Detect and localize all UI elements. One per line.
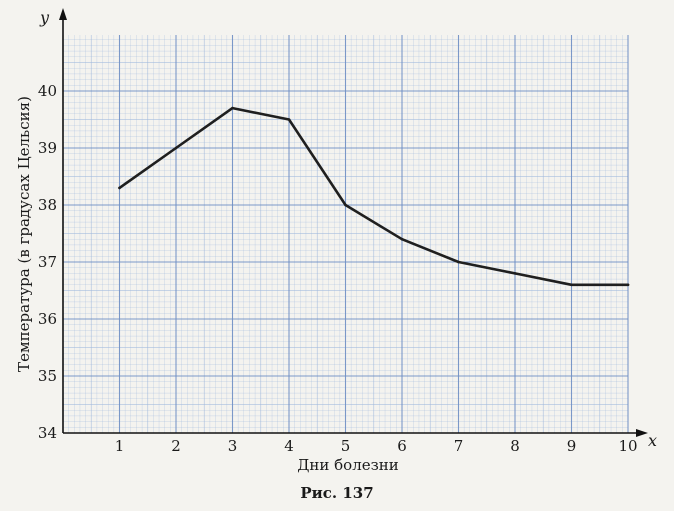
y-tick-label: 36 — [38, 310, 57, 328]
x-tick-label: 2 — [171, 437, 181, 455]
data-point — [457, 260, 460, 264]
y-axis-arrow — [59, 8, 67, 20]
data-point — [570, 283, 573, 287]
y-tick-labels: 34 35 36 37 38 39 40 — [38, 82, 57, 442]
y-tick-label: 37 — [38, 253, 57, 271]
x-axis-letter: x — [648, 431, 657, 450]
data-point — [400, 237, 404, 241]
axes: x y — [39, 8, 657, 450]
y-tick-label: 38 — [38, 196, 57, 214]
data-point — [513, 272, 517, 275]
x-tick-label: 1 — [115, 437, 125, 455]
y-tick-label: 40 — [38, 82, 57, 100]
x-axis-arrow — [636, 429, 648, 437]
x-tick-label: 8 — [510, 437, 520, 455]
y-tick-label: 39 — [38, 139, 57, 157]
x-tick-label: 9 — [567, 437, 577, 455]
x-tick-label: 6 — [397, 437, 407, 455]
x-tick-label: 3 — [228, 437, 238, 455]
data-point — [344, 203, 347, 207]
series-line — [118, 106, 630, 287]
y-tick-label: 34 — [38, 424, 57, 442]
data-point — [287, 118, 291, 121]
x-axis-label: Дни болезни — [297, 456, 399, 474]
y-axis-letter: y — [39, 8, 50, 27]
x-tick-label: 7 — [454, 437, 464, 455]
data-point — [118, 186, 121, 190]
figure-caption: Рис. 137 — [300, 484, 373, 502]
x-tick-label: 10 — [618, 437, 637, 455]
y-tick-label: 35 — [38, 367, 57, 385]
data-point — [231, 106, 234, 110]
x-tick-labels: 1 2 3 4 5 6 7 8 9 10 — [115, 437, 638, 455]
data-point — [174, 146, 178, 150]
x-tick-label: 4 — [284, 437, 294, 455]
x-tick-label: 5 — [341, 437, 351, 455]
series-group — [118, 106, 630, 287]
data-point — [626, 283, 630, 287]
y-axis-label: Температура (в градусах Цельсия) — [15, 96, 33, 372]
